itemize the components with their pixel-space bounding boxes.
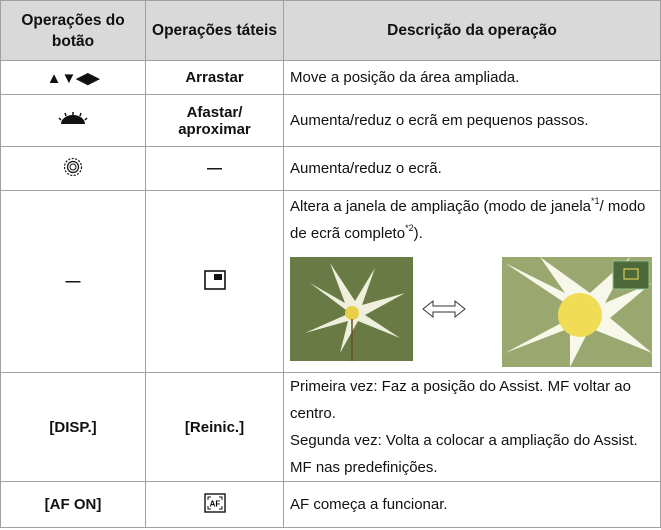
- button-cell: [AF ON]: [0, 481, 146, 528]
- description-text: Segunda vez: Volta a colocar a ampliação…: [290, 432, 638, 476]
- row: — Altera a janela de ampliação (modo de …: [0, 190, 661, 373]
- button-cell: [0, 146, 146, 191]
- window-icon: [203, 269, 226, 290]
- af-icon: AF: [203, 492, 226, 513]
- touch-cell: Arrastar: [145, 60, 284, 95]
- description-cell: Aumenta/reduz o ecrã em pequenos passos.: [283, 94, 661, 147]
- footnote: *2: [405, 223, 414, 233]
- touch-cell: Afastar/ aproximar: [145, 94, 284, 147]
- row: [AF ON] AF AF começa a funcionar.: [0, 481, 661, 528]
- footnote: *1: [591, 196, 600, 206]
- row: Afastar/ aproximar Aumenta/reduz o ecrã …: [0, 94, 661, 147]
- header-cell: Operações do botão: [0, 0, 146, 61]
- dial-icon: [58, 111, 88, 124]
- button-cell: —: [0, 190, 146, 373]
- description-cell: AF começa a funcionar.: [283, 481, 661, 528]
- button-cell: [0, 94, 146, 147]
- text: / modo de ecrã completo: [290, 198, 646, 242]
- header-cell: Descrição da operação: [283, 0, 661, 61]
- row: ▲▼◀▶ Arrastar Move a posição da área amp…: [0, 60, 661, 95]
- button-cell: [DISP.]: [0, 372, 146, 482]
- svg-text:AF: AF: [209, 499, 220, 508]
- control-ring-icon: [63, 157, 83, 176]
- row: [DISP.] [Reinic.] Primeira vez: Faz a po…: [0, 372, 661, 482]
- touch-cell: [Reinic.]: [145, 372, 284, 482]
- text: ).: [413, 225, 423, 242]
- touch-cell: AF: [145, 481, 284, 528]
- touch-cell: —: [145, 146, 284, 191]
- illustration: [290, 257, 652, 367]
- description-cell: Aumenta/reduz o ecrã.: [283, 146, 661, 191]
- button-cell: ▲▼◀▶: [0, 60, 146, 95]
- description-text: Primeira vez: Faz a posição do Assist. M…: [290, 378, 631, 422]
- row: — Aumenta/reduz o ecrã.: [0, 146, 661, 191]
- description-cell: Move a posição da área ampliada.: [283, 60, 661, 95]
- header-row: Operações do botão Operações táteis Desc…: [0, 0, 661, 61]
- description-cell: Altera a janela de ampliação (modo de ja…: [283, 190, 661, 373]
- description-text: Altera a janela de ampliação (modo de ja…: [290, 193, 654, 247]
- touch-cell: [145, 190, 284, 373]
- description-cell: Primeira vez: Faz a posição do Assist. M…: [283, 372, 661, 482]
- text: Altera a janela de ampliação (modo de ja…: [290, 198, 592, 215]
- header-cell: Operações táteis: [145, 0, 284, 61]
